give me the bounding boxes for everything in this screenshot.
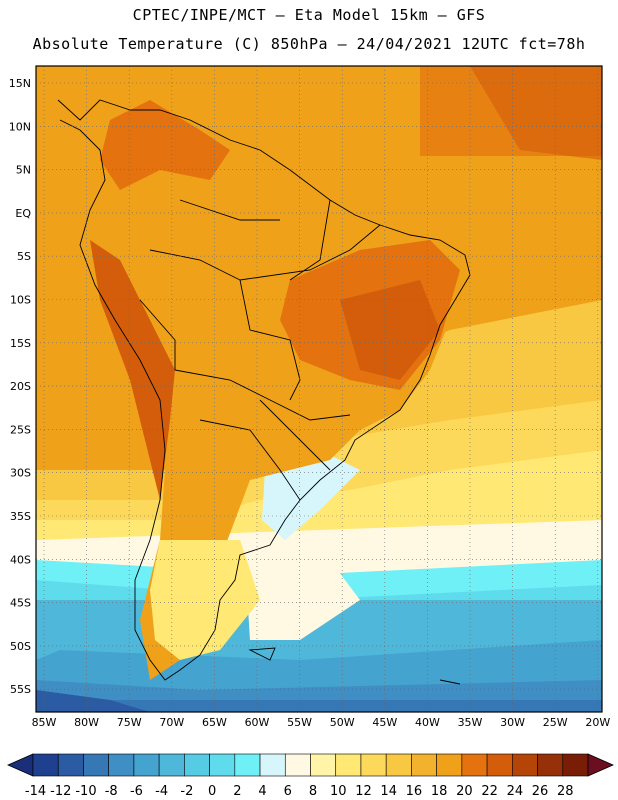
colorbar-swatch [184, 753, 210, 777]
colorbar-swatch [158, 753, 185, 777]
lat-label: 15N [9, 77, 31, 90]
colorbar-swatch [512, 753, 538, 777]
lat-label: 10N [9, 120, 31, 133]
colorbar-swatch [411, 753, 437, 777]
temperature-field [36, 66, 602, 712]
lon-label: 70W [159, 716, 184, 729]
lon-label: 85W [32, 716, 57, 729]
lat-label: 45S [10, 597, 31, 610]
colorbar-swatch [360, 753, 387, 777]
colorbar-under-arrow [7, 753, 34, 777]
map-title: CPTEC/INPE/MCT – Eta Model 15km – GFS [132, 6, 486, 24]
colorbar-tick: 10 [330, 784, 347, 799]
lat-label: EQ [15, 207, 31, 220]
lon-label: 80W [74, 716, 99, 729]
map-subtitle: Absolute Temperature (C) 850hPa – 24/04/… [32, 35, 586, 53]
colorbar-swatch [83, 753, 109, 777]
colorbar-tick: -8 [105, 784, 118, 799]
lon-label: 45W [372, 716, 397, 729]
lat-label: 5N [16, 164, 31, 177]
colorbar-swatch [385, 753, 412, 777]
lon-label: 75W [117, 716, 142, 729]
colorbar-tick: 12 [355, 784, 372, 799]
colorbar-swatch [335, 753, 362, 777]
lat-label: 55S [10, 683, 31, 696]
colorbar-tick: 26 [532, 784, 549, 799]
colorbar-tick: -2 [180, 784, 193, 799]
map-border [35, 65, 603, 713]
lat-label: 20S [10, 380, 31, 393]
colorbar-tick: 14 [380, 784, 397, 799]
colorbar-swatch [562, 753, 589, 777]
colorbar-swatch [486, 753, 513, 777]
colorbar-tick: -14 [25, 784, 46, 799]
colorbar-swatch [436, 753, 463, 777]
colorbar-swatch [32, 753, 59, 777]
lat-label: 30S [10, 467, 31, 480]
lat-label: 50S [10, 640, 31, 653]
colorbar-tick: 4 [258, 784, 266, 799]
lat-label: 10S [10, 294, 31, 307]
lat-label: 25S [10, 423, 31, 436]
lon-label: 35W [458, 716, 483, 729]
country-borders [57, 99, 471, 685]
colorbar-tick: -6 [130, 784, 143, 799]
colorbar-swatch [537, 753, 564, 777]
colorbar-tick: -12 [50, 784, 71, 799]
colorbar-tick-labels: -14 -12 -10 -8 -6 -4 -2 0 2 4 6 8 10 12 14 16 18 20 22 24 26… [25, 784, 574, 799]
colorbar-swatch [461, 753, 488, 777]
colorbar-tick: 2 [233, 784, 241, 799]
lon-label: 55W [287, 716, 312, 729]
colorbar-tick: -10 [75, 784, 96, 799]
colorbar-swatch [133, 753, 160, 777]
lon-label: 50W [330, 716, 355, 729]
latitude-labels: 15N 10N 5N EQ 5S 10S 15S 20S 25S 30S 35S 40S 45S 50S 5… [9, 77, 32, 696]
colorbar-tick: 16 [406, 784, 423, 799]
colorbar-swatch [108, 753, 135, 777]
lat-label: 15S [10, 337, 31, 350]
lon-label: 20W [585, 716, 610, 729]
colorbar-tick: 20 [456, 784, 473, 799]
colorbar [7, 753, 614, 777]
colorbar-tick: 18 [431, 784, 448, 799]
colorbar-swatch [259, 753, 286, 777]
lon-label: 65W [202, 716, 227, 729]
colorbar-tick: 28 [557, 784, 574, 799]
colorbar-tick: 8 [309, 784, 317, 799]
lon-label: 60W [245, 716, 270, 729]
colorbar-tick: 0 [208, 784, 216, 799]
colorbar-tick: 22 [481, 784, 498, 799]
colorbar-tick: 24 [507, 784, 524, 799]
colorbar-tick: -4 [155, 784, 168, 799]
colorbar-swatch [310, 753, 337, 777]
colorbar-swatch [284, 753, 311, 777]
colorbar-over-arrow [587, 753, 614, 777]
lon-label: 25W [543, 716, 568, 729]
colorbar-swatch [57, 753, 84, 777]
colorbar-swatch [234, 753, 261, 777]
colorbar-swatch [209, 753, 236, 777]
lon-label: 40W [415, 716, 440, 729]
colorbar-tick: 6 [284, 784, 292, 799]
longitude-labels: 85W 80W 75W 70W 65W 60W 55W 50W 45W 40W 35W 30W 25W 2… [32, 716, 611, 729]
lat-label: 35S [10, 510, 31, 523]
lat-label: 5S [17, 250, 31, 263]
lat-label: 40S [10, 553, 31, 566]
lon-label: 30W [500, 716, 525, 729]
